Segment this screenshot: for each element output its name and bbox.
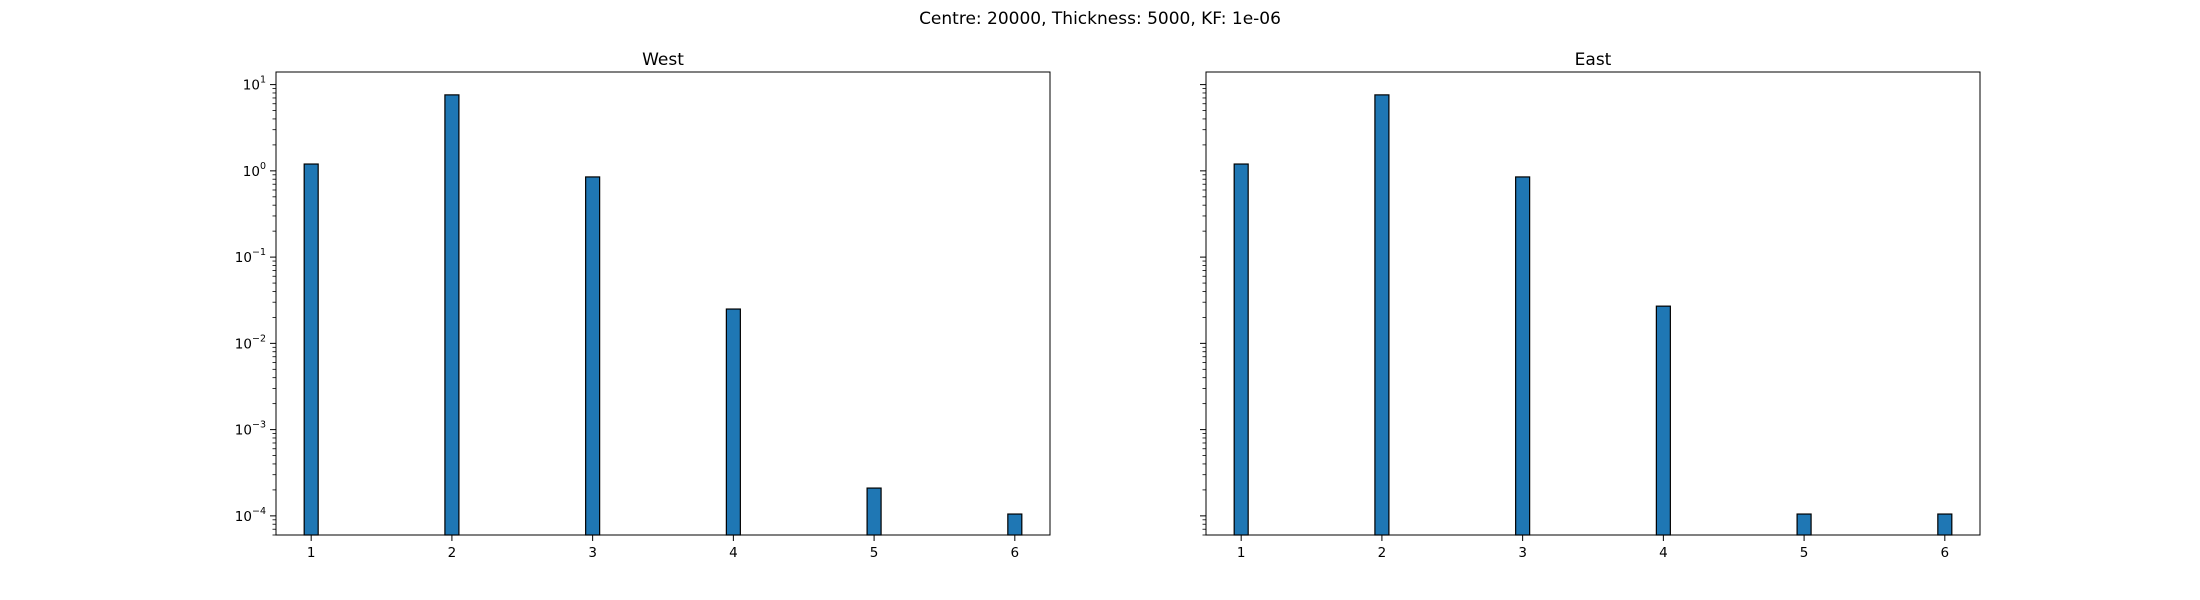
bar-4 [1655, 305, 1671, 536]
x-tick-label: 6 [1941, 545, 1950, 561]
bar-2 [444, 94, 460, 536]
bar-5 [866, 487, 882, 536]
x-tick-label: 2 [1378, 545, 1387, 561]
bar-2 [1374, 94, 1390, 536]
x-tick-label: 1 [307, 545, 316, 561]
figure-title: Centre: 20000, Thickness: 5000, KF: 1e-0… [919, 9, 1281, 29]
x-tick-label: 3 [1518, 545, 1527, 561]
axes-frame [1205, 71, 1981, 536]
x-tick-label: 4 [729, 545, 738, 561]
bar-3 [1515, 176, 1531, 536]
axes-frame [275, 71, 1051, 536]
subplot-title: East [1575, 50, 1612, 70]
x-tick-label: 4 [1659, 545, 1668, 561]
x-tick-label: 5 [870, 545, 879, 561]
x-tick-label: 2 [448, 545, 457, 561]
x-tick-label: 6 [1011, 545, 1020, 561]
y-tick-label: 101 [243, 75, 266, 94]
bar-3 [585, 176, 601, 536]
x-tick-label: 5 [1800, 545, 1809, 561]
y-tick-label: 10−3 [235, 420, 266, 439]
y-tick-label: 10−2 [235, 333, 266, 352]
y-tick-label: 10−1 [235, 247, 266, 266]
subplot-title: West [642, 50, 684, 70]
subplot-west: 101 100 10−1 10−2 10−3 10−4 1 2 3 4 5 6 West [235, 50, 1051, 561]
bar-6 [1937, 513, 1953, 536]
x-tick-label: 3 [588, 545, 597, 561]
bar-6 [1007, 513, 1023, 536]
bar-1 [1233, 163, 1249, 536]
bar-4 [725, 308, 741, 536]
x-tick-label: 1 [1237, 545, 1246, 561]
bar-1 [303, 163, 319, 536]
y-tick-label: 10−4 [235, 506, 266, 525]
subplot-east: 1 2 3 4 5 6 East [1200, 50, 1981, 561]
y-tick-label: 100 [243, 161, 266, 180]
bar-5 [1796, 513, 1812, 536]
